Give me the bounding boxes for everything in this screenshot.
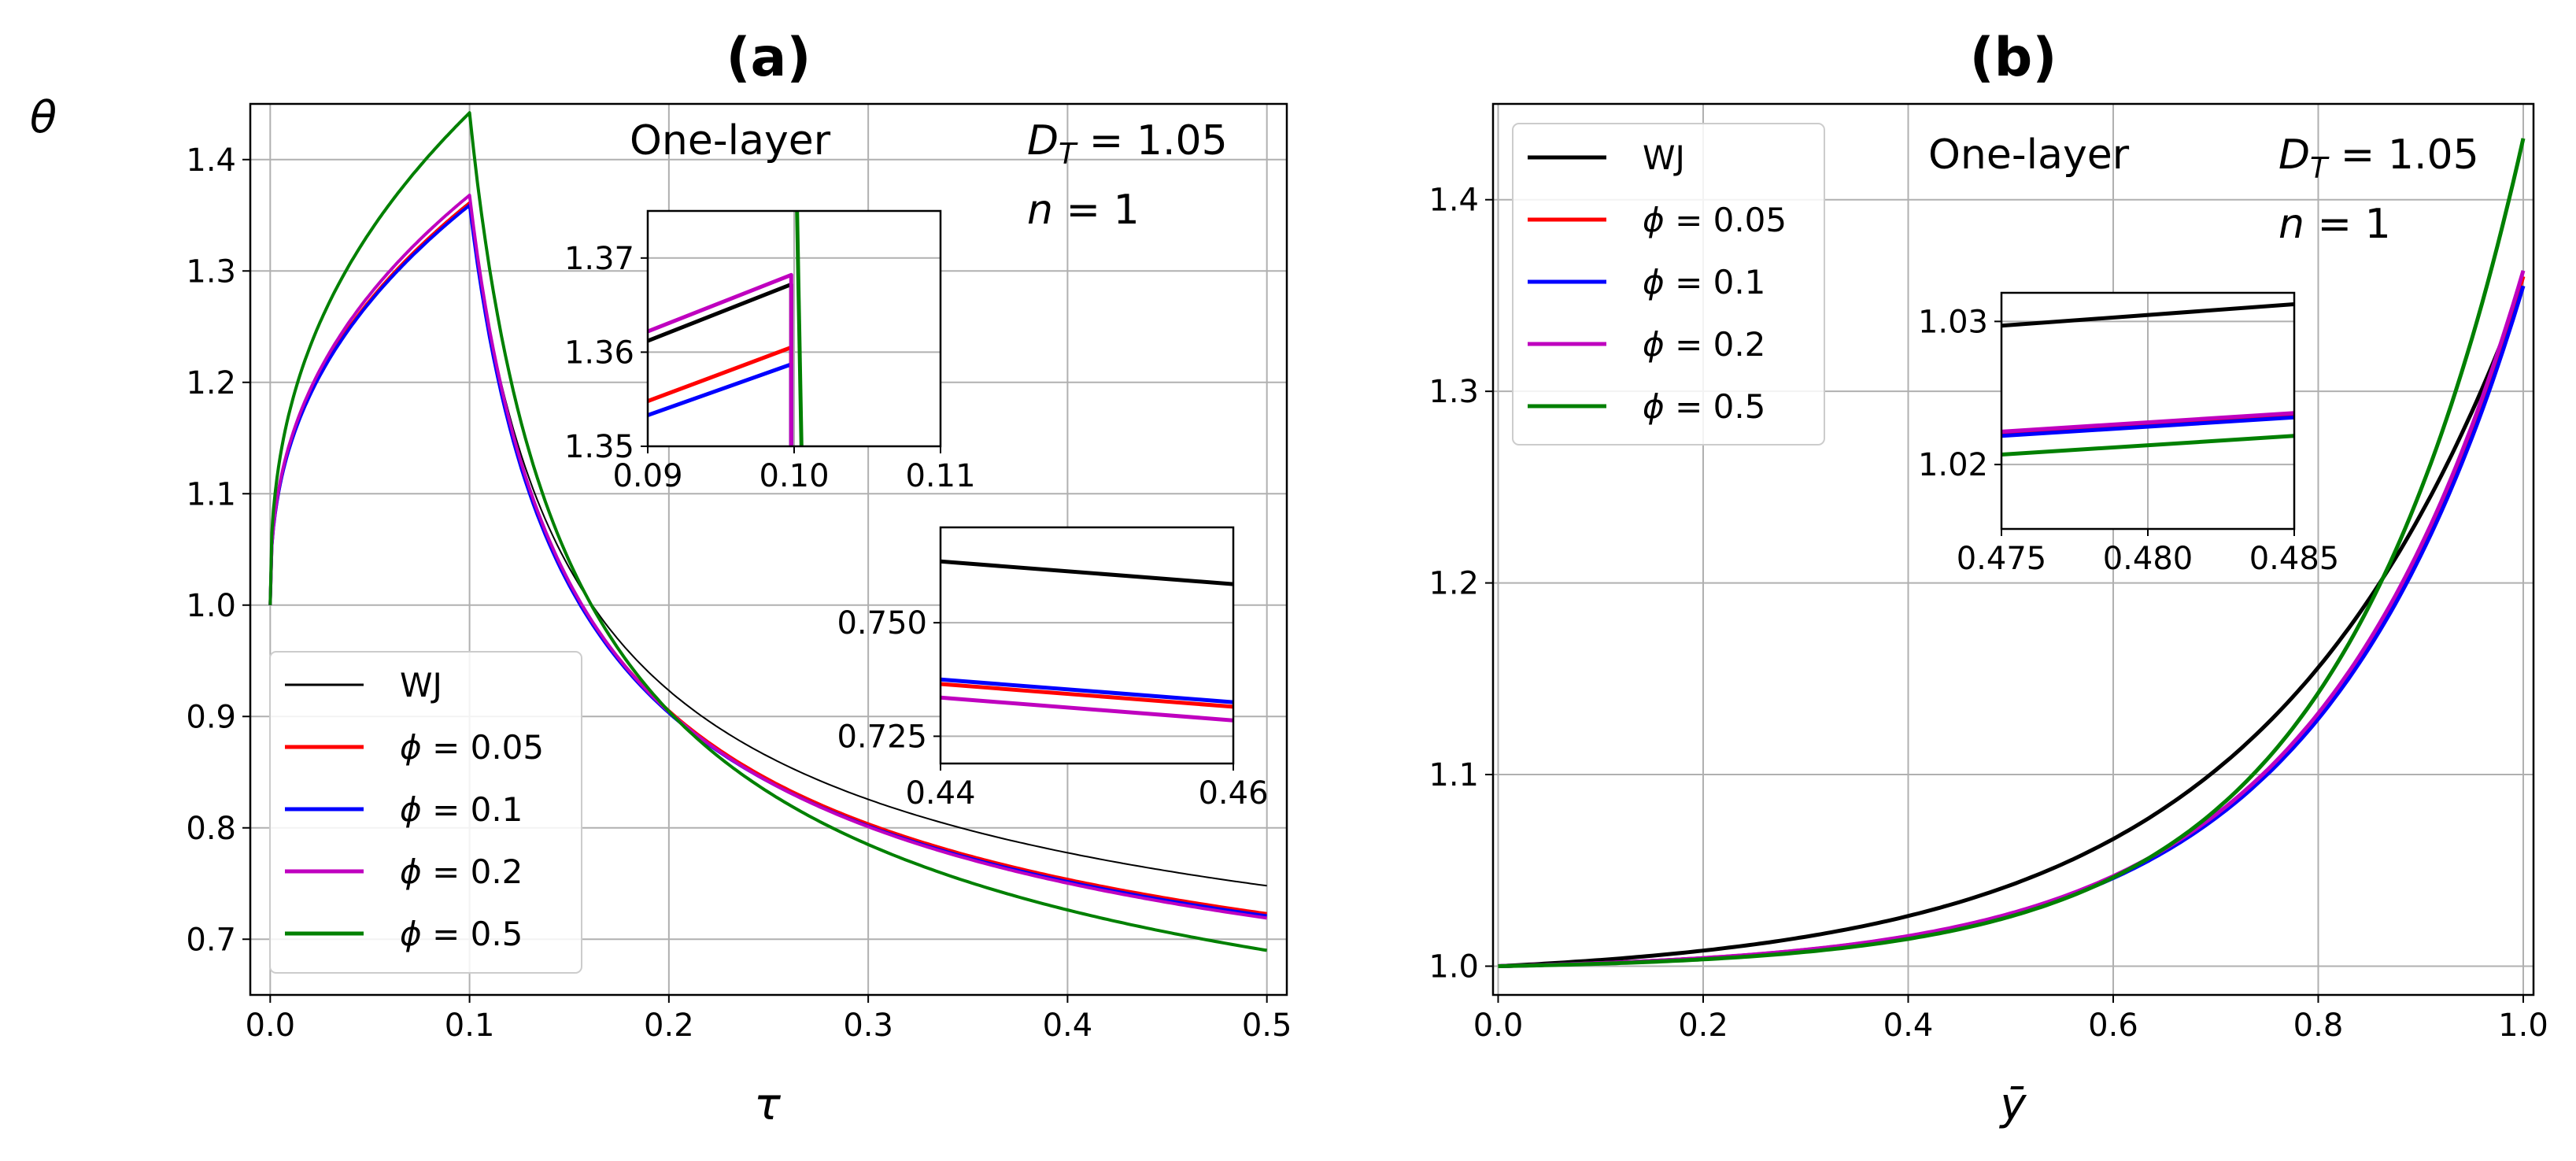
b-legend-box — [1512, 123, 1825, 446]
b-annotation-dt: DT = 1.05 — [2278, 131, 2479, 184]
b-inset-frame — [2000, 291, 2296, 531]
a-inset1-xtick-label-0: 0.09 — [612, 458, 682, 494]
b-series-wj — [1498, 285, 2526, 968]
a-legend-label-phi-05: ϕ = 0.5 — [400, 915, 523, 953]
b-legend-label-phi-01: ϕ = 0.1 — [1643, 263, 1765, 301]
b-legend-label-wj: WJ — [1643, 139, 1685, 177]
b-xtick-label-4: 0.8 — [2293, 1008, 2344, 1044]
a-ytick-label-7: 1.4 — [186, 142, 236, 179]
a-legend-box — [269, 651, 582, 974]
b-series-phi-05 — [1498, 138, 2526, 968]
a-inset1-line-phi-02 — [648, 272, 793, 446]
b-legend-label-phi-02: ϕ = 0.2 — [1643, 325, 1765, 364]
a-ytick-label-5: 1.2 — [186, 365, 236, 401]
a-annotation-layer: One-layer — [630, 117, 831, 165]
a-xtick-label-1: 0.1 — [445, 1008, 495, 1044]
b-ytick-label-2: 1.2 — [1428, 566, 1479, 602]
a-ytick-label-2: 0.9 — [186, 699, 236, 735]
a-inset2-xtick-label-0: 0.44 — [905, 775, 975, 812]
b-inset-ytick-label-0: 1.02 — [1918, 447, 1988, 483]
a-xtick-label-3: 0.3 — [843, 1008, 893, 1044]
b-ytick-label-4: 1.4 — [1428, 183, 1479, 219]
a-inset2-area — [941, 527, 1233, 764]
b-xtick-label-1: 0.2 — [1678, 1008, 1728, 1044]
a-inset2-line-phi-02 — [941, 695, 1233, 723]
b-xlabel: ȳ — [1998, 1079, 2027, 1130]
panel-a: 0.0 0.1 0.2 0.3 0.4 0.5 0.7 0.8 0.9 1.0 1.1 1.2 1.3 1… — [30, 27, 1292, 1130]
b-ytick-label-3: 1.3 — [1428, 374, 1479, 410]
b-annotation-n: n = 1 — [2278, 201, 2391, 248]
b-inset-line-phi-05 — [2001, 434, 2294, 457]
a-ytick-label-3: 1.0 — [186, 588, 236, 624]
a-inset2-line-phi-01 — [941, 677, 1233, 704]
a-ytick-label-6: 1.3 — [186, 253, 236, 290]
a-inset1-ytick-label-1: 1.36 — [564, 335, 634, 371]
b-xtick-label-3: 0.6 — [2088, 1008, 2138, 1044]
b-legend: WJ ϕ = 0.05 ϕ = 0.1 ϕ = 0.2 ϕ = 0.5 — [1512, 123, 1825, 446]
a-legend-label-phi-005: ϕ = 0.05 — [400, 728, 544, 767]
b-xtick-label-2: 0.4 — [1883, 1008, 1934, 1044]
a-ylabel: θ — [30, 92, 57, 143]
a-inset1-frame — [646, 209, 942, 448]
b-legend-label-phi-05: ϕ = 0.5 — [1643, 387, 1765, 426]
a-inset1-xtick-label-2: 0.11 — [905, 458, 975, 494]
panel-b: 0.0 0.2 0.4 0.6 0.8 1.0 1.0 1.1 1.2 1.3 1.4 (b) ȳ One… — [1428, 27, 2548, 1130]
b-legend-label-phi-005: ϕ = 0.05 — [1643, 201, 1787, 239]
a-series-phi-02 — [268, 194, 1268, 920]
a-xtick-label-2: 0.2 — [644, 1008, 694, 1044]
b-xtick-label-0: 0.0 — [1473, 1008, 1524, 1044]
a-legend-label-wj: WJ — [400, 666, 442, 704]
a-ytick-label-0: 0.7 — [186, 922, 236, 958]
a-inset1-line-phi-05 — [795, 211, 804, 446]
b-xtick-label-5: 1.0 — [2498, 1008, 2548, 1044]
a-series-phi-05 — [268, 111, 1268, 952]
a-inset2-line-phi-005 — [941, 682, 1233, 709]
a-inset2-line-wj — [941, 559, 1233, 586]
a-inset2-ytick-label-0: 0.725 — [837, 719, 927, 755]
b-axes-frame — [1491, 102, 2535, 996]
b-inset-ytick-label-1: 1.03 — [1918, 304, 1988, 340]
b-annotation-layer: One-layer — [1928, 131, 2130, 179]
b-inset-line-phi-01 — [2001, 415, 2294, 438]
a-legend: WJ ϕ = 0.05 ϕ = 0.1 ϕ = 0.2 ϕ = 0.5 — [269, 651, 582, 974]
a-xtick-label-5: 0.5 — [1242, 1008, 1292, 1044]
b-inset-xtick-label-1: 0.480 — [2103, 541, 2193, 577]
a-inset1-ytick-label-2: 1.37 — [564, 241, 634, 277]
b-inset-xtick-label-2: 0.485 — [2249, 541, 2340, 577]
a-inset2-ytick-label-1: 0.750 — [837, 605, 927, 642]
a-legend-label-phi-01: ϕ = 0.1 — [400, 790, 523, 829]
b-inset-line-wj — [2001, 302, 2294, 328]
a-ytick-label-1: 0.8 — [186, 811, 236, 847]
b-ytick-label-1: 1.1 — [1428, 757, 1479, 793]
a-xtick-label-0: 0.0 — [246, 1008, 296, 1044]
a-ytick-label-4: 1.1 — [186, 476, 236, 512]
a-inset1-xtick-label-1: 0.10 — [759, 458, 829, 494]
a-annotation-dt: DT = 1.05 — [1027, 117, 1228, 170]
b-inset-line-phi-02 — [2001, 411, 2294, 434]
b-title: (b) — [1970, 27, 2057, 89]
b-ytick-label-0: 1.0 — [1428, 948, 1479, 985]
a-xtick-label-4: 0.4 — [1043, 1008, 1093, 1044]
a-xlabel: τ — [754, 1079, 781, 1130]
a-title: (a) — [726, 27, 811, 89]
a-inset1-ytick-label-0: 1.35 — [564, 429, 634, 465]
a-inset2-xtick-label-1: 0.46 — [1198, 775, 1268, 812]
a-axes-frame — [249, 102, 1288, 996]
b-inset-xtick-label-0: 0.475 — [1957, 541, 2047, 577]
a-annotation-n: n = 1 — [1027, 187, 1140, 234]
a-inset2-frame — [939, 526, 1235, 765]
a-legend-label-phi-02: ϕ = 0.2 — [400, 852, 523, 891]
